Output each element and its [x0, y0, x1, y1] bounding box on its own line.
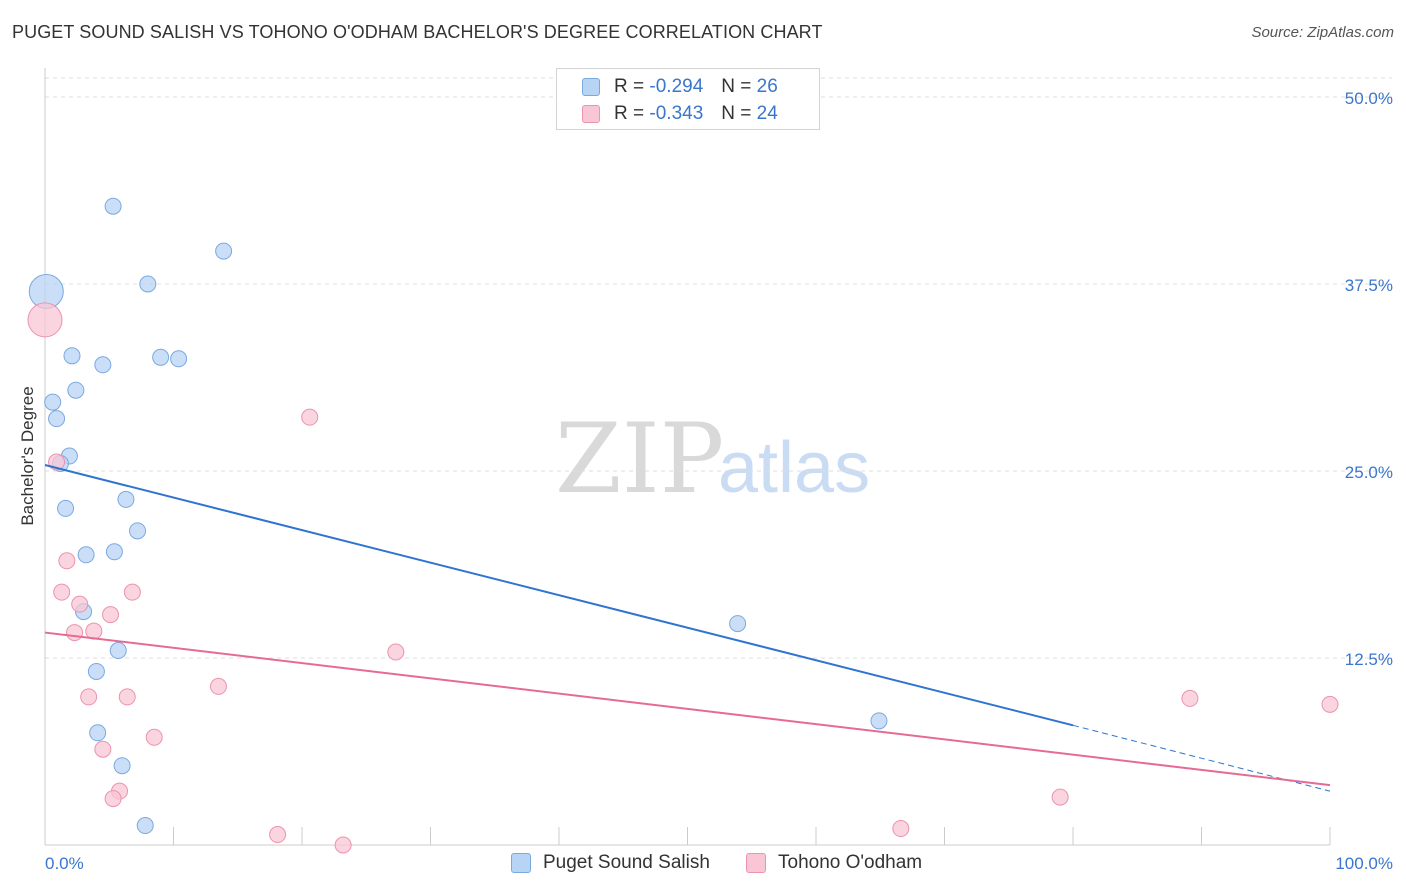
puget-sound-salish-trendline: [44, 464, 1074, 727]
stats-legend: R = -0.294 N = 26 R = -0.343 N = 24: [556, 68, 820, 130]
puget-sound-salish-point: [105, 543, 123, 561]
tohono-oodham-point: [66, 624, 84, 642]
puget-sound-salish-point: [215, 242, 233, 260]
puget-sound-salish-point: [129, 522, 147, 540]
chart-source: Source: ZipAtlas.com: [1251, 24, 1394, 41]
tohono-oodham-point: [1051, 788, 1069, 806]
puget-sound-salish-point: [94, 356, 112, 374]
tohono-oodham-point: [27, 302, 63, 338]
chart-title: PUGET SOUND SALISH VS TOHONO O'ODHAM BAC…: [12, 22, 823, 42]
r-label: R =: [614, 76, 645, 97]
r-value: -0.343: [649, 103, 704, 124]
tohono-oodham-point: [301, 408, 319, 426]
legend-label: Tohono O'odham: [778, 852, 923, 873]
legend-item-puget-sound-salish: Puget Sound Salish: [511, 852, 710, 874]
tohono-oodham-point: [1181, 689, 1199, 707]
tohono-oodham-point: [118, 688, 136, 706]
series-legend: Puget Sound Salish Tohono O'odham: [0, 852, 1406, 876]
y-tick-label: 12.5%: [1345, 650, 1393, 669]
legend-item-tohono-oodham: Tohono O'odham: [746, 852, 922, 874]
y-axis-label: Bachelor's Degree: [18, 386, 37, 525]
n-value: 24: [756, 103, 778, 124]
pink-swatch: [582, 105, 600, 123]
blue-swatch: [511, 853, 531, 873]
puget-sound-salish-point: [152, 348, 170, 366]
tohono-oodham-point: [104, 790, 122, 808]
tohono-oodham-point: [145, 728, 163, 746]
puget-sound-salish-point: [63, 347, 81, 365]
tohono-oodham-point: [85, 622, 103, 640]
stats-legend-row-pink: R = -0.343 N = 24: [582, 102, 778, 126]
x-tick-label: 100.0%: [1335, 854, 1393, 873]
tohono-oodham-point: [94, 740, 112, 758]
tohono-oodham-point: [1321, 695, 1339, 713]
tohono-oodham-point: [80, 688, 98, 706]
r-value: -0.294: [649, 76, 704, 97]
puget-sound-salish-point: [139, 275, 157, 293]
stats-legend-row-blue: R = -0.294 N = 26: [582, 75, 778, 99]
puget-sound-salish-point: [109, 642, 127, 660]
puget-sound-salish-point: [44, 393, 62, 411]
tohono-oodham-point: [102, 606, 120, 624]
tohono-oodham-point: [71, 595, 89, 613]
blue-swatch: [582, 78, 600, 96]
legend-label: Puget Sound Salish: [543, 852, 710, 873]
puget-sound-salish-point: [89, 724, 107, 742]
n-value: 26: [756, 76, 778, 97]
r-label: R =: [614, 103, 645, 124]
y-tick-label: 25.0%: [1345, 463, 1393, 482]
tohono-oodham-point: [892, 820, 910, 838]
tohono-oodham-point: [334, 836, 352, 854]
puget-sound-salish-point: [136, 817, 154, 835]
tohono-oodham-point: [58, 552, 76, 570]
tohono-oodham-point: [387, 643, 405, 661]
tohono-oodham-point: [269, 826, 287, 844]
puget-sound-salish-point: [67, 381, 85, 399]
puget-sound-salish-point: [117, 490, 135, 508]
pink-swatch: [746, 853, 766, 873]
n-label: N =: [721, 103, 752, 124]
puget-sound-salish-point: [48, 410, 66, 428]
n-label: N =: [721, 76, 752, 97]
puget-sound-salish-point: [729, 615, 747, 633]
y-tick-label: 50.0%: [1345, 89, 1393, 108]
puget-sound-salish-point: [870, 712, 888, 730]
puget-sound-salish-point: [77, 546, 95, 564]
watermark-atlas: atlas: [718, 428, 870, 508]
puget-sound-salish-point: [57, 499, 75, 517]
puget-sound-salish-point: [104, 197, 122, 215]
tohono-oodham-trendline: [44, 631, 1331, 787]
tohono-oodham-point: [123, 583, 141, 601]
tohono-oodham-point: [209, 677, 227, 695]
x-tick-label: 0.0%: [45, 854, 84, 873]
puget-sound-salish-point: [113, 757, 131, 775]
tohono-oodham-point: [53, 583, 71, 601]
watermark-zip: ZIP: [555, 403, 724, 515]
puget-sound-salish-point: [170, 350, 188, 368]
puget-sound-salish-point: [87, 662, 105, 680]
y-tick-label: 37.5%: [1345, 276, 1393, 295]
